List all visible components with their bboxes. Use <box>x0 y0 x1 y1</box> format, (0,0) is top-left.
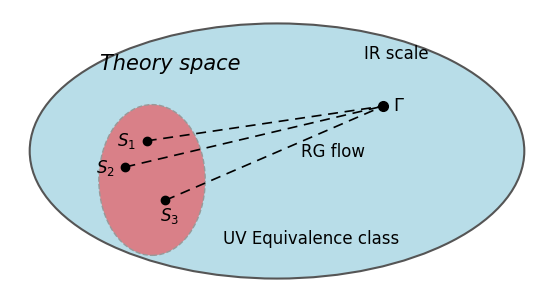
Text: $S_{1}$: $S_{1}$ <box>117 131 136 151</box>
Text: RG flow: RG flow <box>301 143 365 162</box>
Text: $S_{3}$: $S_{3}$ <box>160 206 179 226</box>
Text: Theory space: Theory space <box>100 54 241 74</box>
Text: $\Gamma$: $\Gamma$ <box>393 97 405 115</box>
Text: $S_{2}$: $S_{2}$ <box>96 158 115 178</box>
Ellipse shape <box>30 24 524 278</box>
Ellipse shape <box>99 104 205 255</box>
Text: UV Equivalence class: UV Equivalence class <box>223 230 399 249</box>
Text: IR scale: IR scale <box>365 45 429 63</box>
